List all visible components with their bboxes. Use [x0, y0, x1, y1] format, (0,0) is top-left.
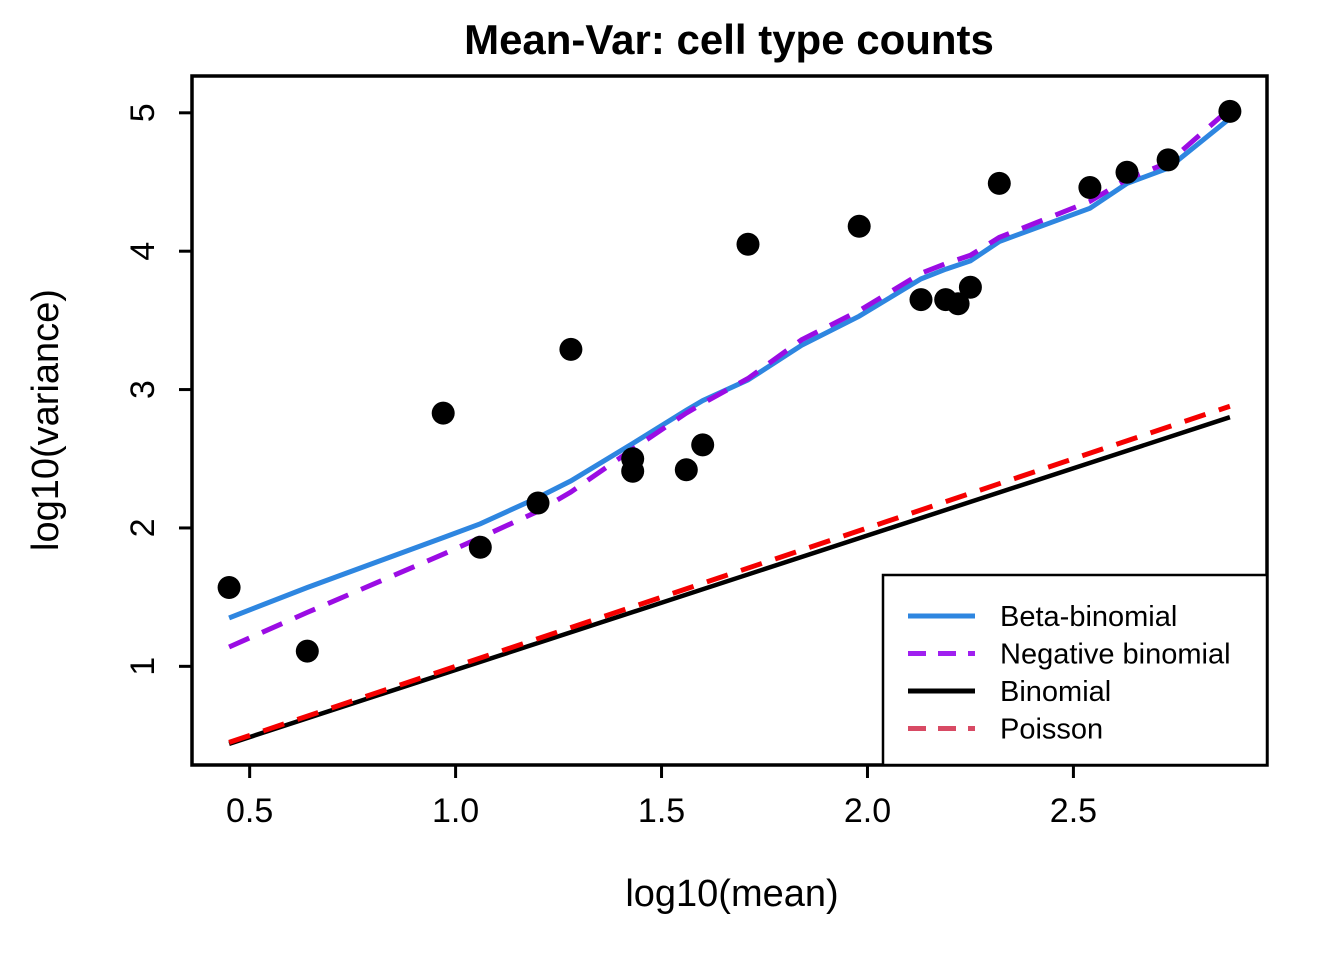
data-point	[1156, 148, 1180, 172]
y-tick-label: 1	[124, 657, 162, 676]
data-point	[468, 535, 492, 559]
y-tick-label: 3	[124, 380, 162, 399]
data-point	[847, 214, 871, 238]
fit-lines	[228, 106, 1232, 746]
line-poisson	[228, 403, 1231, 745]
y-axis-label: log10(variance)	[25, 289, 67, 551]
x-tick-label: 1.0	[432, 792, 479, 830]
data-point	[736, 232, 760, 256]
data-point	[909, 288, 933, 312]
data-point	[526, 491, 550, 515]
data-point	[958, 275, 982, 299]
y-axis: 1 2 3 4 5	[124, 103, 192, 676]
x-tick-label: 1.5	[638, 792, 685, 830]
legend-label-negative-binomial: Negative binomial	[1000, 639, 1231, 671]
line-beta-binomial	[228, 116, 1232, 621]
legend-box	[881, 573, 1269, 767]
data-point	[1115, 160, 1139, 184]
legend-label-binomial: Binomial	[1000, 676, 1111, 708]
data-point	[987, 171, 1011, 195]
data-point	[691, 433, 715, 457]
plot-area	[217, 99, 1242, 746]
data-point	[946, 292, 970, 316]
x-tick-label: 2.5	[1050, 792, 1097, 830]
x-axis: 0.5 1.0 1.5 2.0 2.5	[226, 765, 1097, 830]
legend: Beta-binomial Negative binomial Binomial Po…	[881, 573, 1269, 767]
plot-box-border	[190, 74, 1269, 767]
data-point	[431, 401, 455, 425]
data-point	[674, 458, 698, 482]
y-tick-label: 2	[124, 518, 162, 537]
x-tick-label: 2.0	[844, 792, 891, 830]
scatter-points	[217, 99, 1242, 663]
chart-title: Mean-Var: cell type counts	[464, 16, 994, 63]
y-tick-label: 4	[124, 242, 162, 261]
legend-label-beta-binomial: Beta-binomial	[1000, 601, 1177, 633]
data-point	[1078, 176, 1102, 199]
line-negative-binomial	[228, 106, 1232, 650]
line-binomial	[228, 415, 1231, 746]
data-point	[217, 576, 241, 599]
data-point	[621, 459, 645, 483]
legend-label-poisson: Poisson	[1000, 714, 1103, 746]
data-point	[295, 639, 319, 663]
data-point	[559, 337, 583, 361]
x-tick-label: 0.5	[226, 792, 273, 830]
data-point	[1218, 99, 1242, 123]
y-tick-label: 5	[124, 103, 162, 122]
x-axis-label: log10(mean)	[625, 873, 838, 915]
